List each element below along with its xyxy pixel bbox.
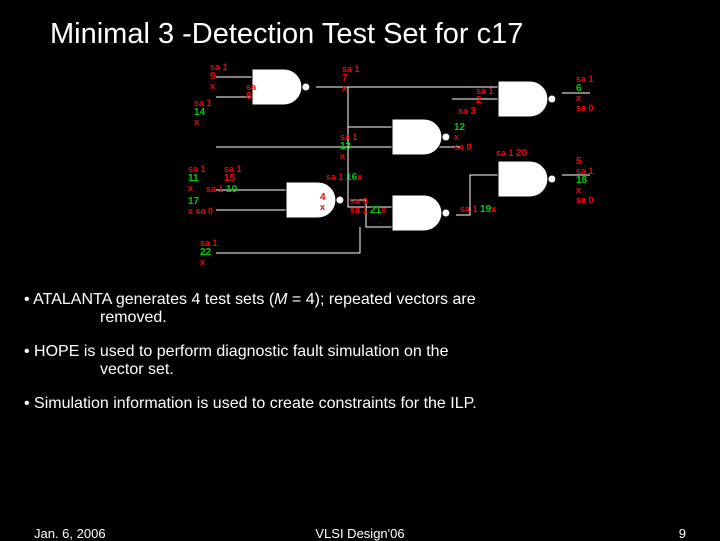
fault-label: sa 113x <box>340 133 358 162</box>
fault-label: sa 0sa 1 21x <box>350 197 386 216</box>
nand-gate <box>498 81 556 117</box>
bullet-item: • HOPE is used to perform diagnostic fau… <box>24 343 690 379</box>
fault-label: sa 1 19x <box>460 205 496 215</box>
wire <box>216 227 360 253</box>
nand-gate <box>286 182 344 218</box>
fault-label: sa 1 16x <box>326 173 362 183</box>
fault-label: 5sa 118x sa 0 <box>576 157 594 205</box>
bullet-item: • ATALANTA generates 4 test sets (M = 4)… <box>24 291 690 327</box>
fault-label: 4x <box>320 193 326 213</box>
bullet-list: • ATALANTA generates 4 test sets (M = 4)… <box>0 287 720 413</box>
fault-label: sa 114x <box>194 99 212 128</box>
fault-label: sa 1 10 <box>206 185 237 195</box>
page-title: Minimal 3 -Detection Test Set for c17 <box>0 0 720 51</box>
nand-gate <box>392 119 450 155</box>
footer-page: 9 <box>679 526 686 541</box>
fault-label: sa 122x <box>200 239 218 268</box>
nand-gate <box>498 161 556 197</box>
fault-label: 12x sa 0 <box>454 123 472 152</box>
fault-label: sa 111x <box>188 165 206 194</box>
circuit-diagram: sa 19x sa8 sa 114x sa 17x sa 12 sa 16x sa 0 sa… <box>0 57 720 287</box>
fault-label: sa 17x <box>342 65 360 94</box>
fault-label: sa 19x <box>210 63 228 92</box>
fault-label: sa 115 <box>224 165 242 184</box>
fault-label: sa 12 <box>476 87 494 106</box>
bullet-item: • Simulation information is used to crea… <box>24 395 690 413</box>
fault-label: sa 3 <box>458 107 476 117</box>
nand-gate <box>392 195 450 231</box>
footer-venue: VLSI Design'06 <box>0 526 720 541</box>
fault-label: sa 16x sa 0 <box>576 75 594 113</box>
fault-label: sa8 <box>246 83 256 102</box>
fault-label: sa 1 20 <box>496 149 527 159</box>
nand-gate <box>252 69 310 105</box>
fault-label: 17x sa 0 <box>188 197 213 217</box>
